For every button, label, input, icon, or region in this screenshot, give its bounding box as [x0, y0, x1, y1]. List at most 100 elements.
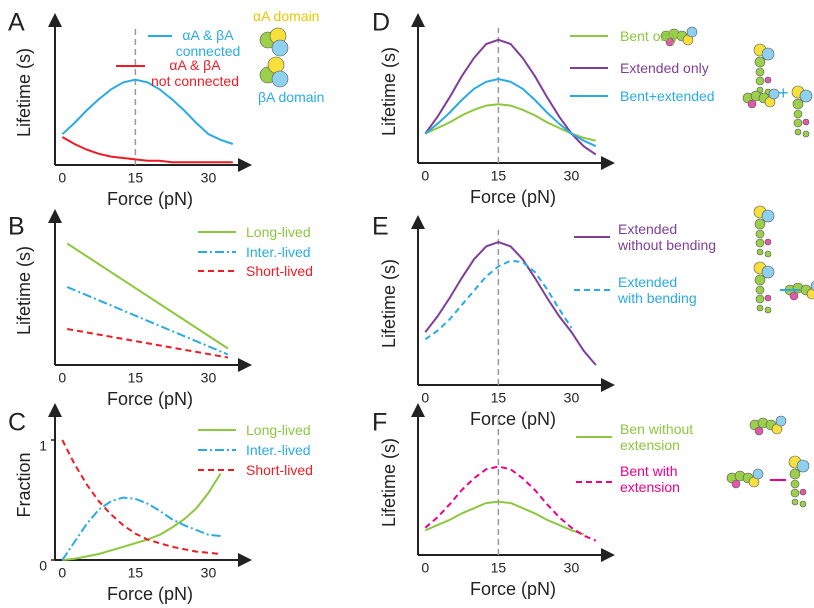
series-line: [66, 242, 229, 350]
x-tick-label: 0: [58, 564, 66, 580]
icon: [754, 426, 764, 436]
x-axis-label: Force (pN): [470, 579, 556, 599]
icon: [761, 47, 775, 61]
panel-label: E: [372, 213, 389, 241]
legend-label: Ben without extension: [620, 421, 694, 453]
x-axis-label: Force (pN): [107, 189, 193, 209]
legend-label: Bent with extension: [620, 463, 680, 495]
icon: [731, 479, 741, 489]
legend-label: αA & βA connected: [175, 27, 241, 59]
icon: [806, 288, 814, 300]
icon: [764, 238, 772, 246]
x-tick-label: 30: [201, 369, 217, 385]
y-axis-label: Fraction: [14, 452, 34, 517]
icon: [755, 285, 765, 295]
y-tick-label: 1: [39, 437, 47, 453]
series-line: [61, 439, 221, 555]
series-line: [424, 259, 573, 341]
panel-label: C: [8, 409, 26, 437]
series-line: [424, 77, 597, 148]
series-line: [424, 38, 597, 156]
icon: [755, 229, 765, 239]
panel-label: A: [8, 9, 25, 37]
icon: [789, 291, 799, 301]
x-tick-label: 15: [128, 369, 144, 385]
icon: [754, 56, 766, 68]
x-tick-label: 30: [564, 389, 580, 405]
icon: [802, 118, 810, 126]
icon: [755, 76, 765, 86]
legend-label: αA & βA not connected: [151, 57, 239, 89]
icon: [747, 99, 757, 109]
legend-label: Extended with bending: [618, 274, 697, 306]
icon: [686, 26, 698, 38]
legend-label: Short-lived: [246, 462, 313, 478]
x-tick-label: 0: [58, 369, 66, 385]
legend-label: Extended without bending: [618, 221, 717, 253]
series-line: [61, 136, 233, 164]
icon: [761, 209, 775, 223]
x-tick-label: 15: [491, 167, 507, 183]
series-line: [424, 465, 597, 542]
icon: [775, 415, 787, 427]
x-tick-label: 15: [491, 389, 507, 405]
icon: [756, 248, 764, 256]
y-tick-label: 0: [39, 557, 47, 573]
legend-label: Extended only: [620, 60, 709, 76]
annotation: αA domain: [253, 8, 320, 24]
y-axis-label: Lifetime (s): [379, 47, 399, 136]
annotation: +: [778, 83, 789, 103]
series-line: [67, 328, 229, 359]
legend-label: Bent+extended: [620, 88, 715, 104]
x-tick-label: 15: [128, 564, 144, 580]
series-line: [62, 473, 222, 561]
x-tick-label: 0: [58, 169, 66, 185]
x-tick-label: 15: [128, 169, 144, 185]
icon: [665, 37, 675, 47]
icon: [802, 130, 810, 138]
x-tick-label: 0: [421, 167, 429, 183]
x-tick-label: 30: [201, 564, 217, 580]
icon: [790, 479, 800, 489]
icon: [791, 498, 799, 506]
legend-label: Long-lived: [246, 422, 311, 438]
icon: [789, 468, 801, 480]
icon: [267, 56, 285, 74]
icon: [768, 88, 780, 100]
y-axis-label: Lifetime (s): [14, 48, 34, 137]
legend-label: Bent only: [620, 28, 679, 44]
icon: [271, 39, 289, 57]
icon: [793, 109, 803, 119]
icon: [792, 98, 804, 110]
series-line: [66, 286, 229, 356]
icon: [796, 459, 810, 473]
icon: [764, 76, 772, 84]
icon: [799, 488, 807, 496]
icon: [755, 67, 765, 77]
icon: [754, 218, 766, 230]
legend-label: Inter.-lived: [246, 244, 311, 260]
panel-label: F: [372, 409, 387, 437]
series-line: [424, 241, 597, 366]
icon: [761, 265, 775, 279]
x-axis-label: Force (pN): [107, 584, 193, 604]
x-axis-label: Force (pN): [470, 187, 556, 207]
y-axis-label: Lifetime (s): [14, 246, 34, 335]
series-line: [61, 78, 234, 145]
panel-label: B: [8, 213, 25, 241]
icon: [764, 294, 772, 302]
icon: [793, 118, 803, 128]
icon: [754, 274, 766, 286]
icon: [764, 250, 772, 258]
x-tick-label: 15: [491, 559, 507, 575]
legend-label: Short-lived: [246, 263, 313, 279]
icon: [752, 468, 764, 480]
icon: [799, 500, 807, 508]
x-tick-label: 30: [564, 167, 580, 183]
icon: [756, 304, 764, 312]
icon: [799, 89, 813, 103]
icon: [790, 488, 800, 498]
panel-label: D: [372, 9, 390, 37]
